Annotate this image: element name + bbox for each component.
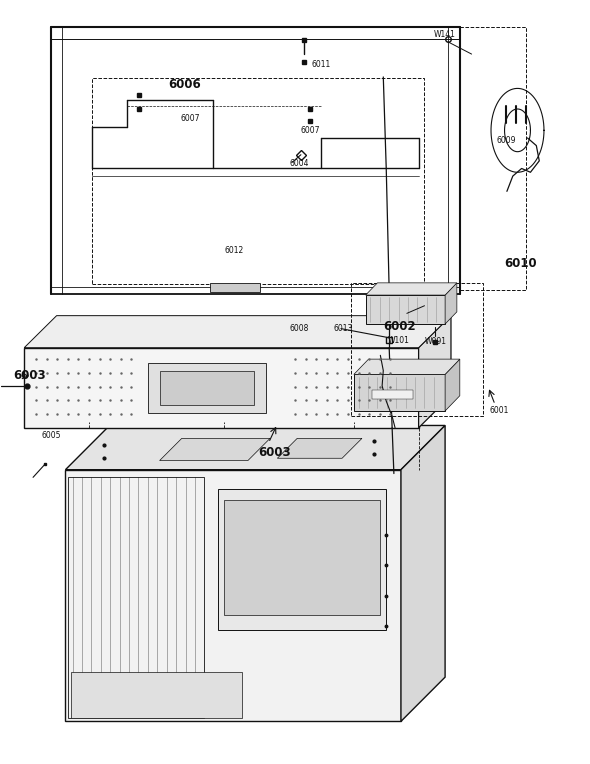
- Polygon shape: [160, 371, 254, 405]
- Text: 6013: 6013: [333, 324, 353, 333]
- Polygon shape: [401, 426, 445, 721]
- Polygon shape: [277, 439, 362, 458]
- Polygon shape: [366, 283, 457, 295]
- Bar: [460, 28, 526, 290]
- Polygon shape: [218, 489, 386, 630]
- Text: 6007: 6007: [180, 115, 200, 124]
- Polygon shape: [354, 374, 445, 411]
- Text: 6012: 6012: [224, 245, 244, 254]
- Text: 6003: 6003: [258, 446, 291, 459]
- Polygon shape: [372, 390, 413, 399]
- Text: 6008: 6008: [289, 324, 309, 333]
- Polygon shape: [419, 316, 451, 428]
- Polygon shape: [445, 283, 457, 324]
- Text: W101: W101: [388, 335, 410, 345]
- Polygon shape: [366, 295, 445, 324]
- Text: 6007: 6007: [301, 126, 320, 134]
- Polygon shape: [24, 348, 419, 428]
- Text: 6009: 6009: [496, 136, 516, 144]
- Polygon shape: [354, 359, 460, 374]
- Text: 6010: 6010: [504, 257, 537, 270]
- Text: 6001: 6001: [489, 406, 509, 416]
- Text: W091: W091: [424, 337, 447, 346]
- Text: 6005: 6005: [42, 431, 61, 440]
- Polygon shape: [65, 426, 445, 470]
- Polygon shape: [148, 363, 266, 413]
- Text: 6006: 6006: [169, 78, 201, 91]
- Bar: [92, 79, 424, 284]
- Text: 6004: 6004: [289, 159, 309, 167]
- Text: 6002: 6002: [384, 320, 416, 333]
- Text: 6011: 6011: [312, 60, 331, 70]
- Bar: [351, 283, 483, 416]
- Polygon shape: [445, 359, 460, 411]
- Polygon shape: [160, 439, 270, 461]
- Text: 6003: 6003: [14, 370, 46, 383]
- Polygon shape: [71, 672, 242, 717]
- Polygon shape: [65, 470, 401, 721]
- Text: W141: W141: [433, 30, 455, 39]
- Polygon shape: [224, 500, 381, 614]
- Polygon shape: [24, 316, 451, 348]
- Polygon shape: [209, 283, 260, 292]
